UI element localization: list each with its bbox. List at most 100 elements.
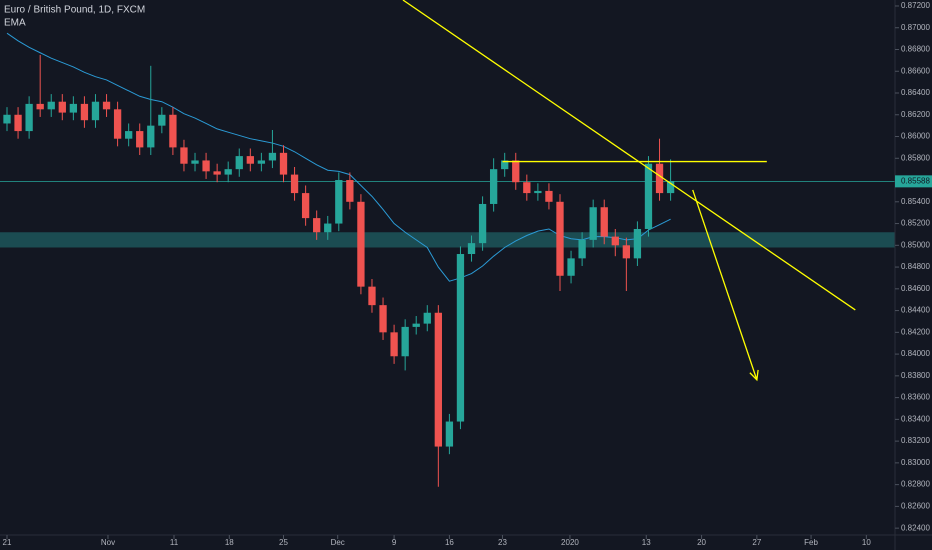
candle-body (489, 169, 498, 204)
y-tick-label: 0.86000 (901, 132, 930, 141)
candle-body (80, 103, 89, 121)
y-tick-label: 0.83800 (901, 371, 930, 380)
x-tick-label: 13 (642, 538, 651, 547)
indicator-label: EMA (4, 18, 26, 29)
plot (0, 0, 895, 487)
y-tick-label: 0.84000 (901, 349, 930, 358)
candle-body (158, 114, 166, 126)
candle-body (611, 236, 619, 246)
candle-body (268, 152, 277, 161)
candle-body (512, 160, 520, 183)
candle-body (235, 156, 243, 170)
candle-body (113, 109, 122, 139)
candle-body (633, 228, 642, 259)
y-tick-label: 0.82400 (901, 523, 930, 532)
candle-body (545, 190, 553, 202)
x-tick-label: 9 (392, 538, 397, 547)
candle-body (147, 125, 155, 148)
x-tick-label: Feb (804, 538, 818, 547)
candle-body (125, 131, 133, 139)
candle-body (390, 332, 398, 357)
candle-body (257, 160, 266, 164)
last-price-box (895, 175, 932, 188)
y-tick-label: 0.86400 (901, 88, 930, 97)
y-tick-label: 0.87200 (901, 1, 930, 10)
candle-body (445, 421, 454, 447)
candle-body (666, 181, 675, 194)
candle-body (589, 207, 597, 240)
candle-body (47, 101, 55, 110)
y-tick-label: 0.82800 (901, 480, 930, 489)
candle-body (478, 203, 487, 244)
candle-body (578, 239, 586, 259)
candle-body (346, 180, 354, 202)
candle-body (224, 169, 232, 175)
y-tick-label: 0.84400 (901, 306, 930, 315)
candle-body (412, 323, 420, 327)
support-zone (0, 232, 895, 248)
candle-body (213, 171, 221, 175)
last-price-label: 0.85588 (901, 176, 930, 185)
candle-body (567, 258, 575, 276)
candle-body (180, 147, 188, 164)
y-tick-label: 0.85400 (901, 197, 930, 206)
candle-body (25, 103, 33, 132)
candle-body (290, 174, 299, 194)
x-tick-label: 2020 (561, 538, 579, 547)
candle-body (467, 243, 476, 255)
x-tick-label: 10 (862, 538, 871, 547)
y-tick-label: 0.85800 (901, 153, 930, 162)
projection-arrow (692, 189, 758, 381)
x-tick-label: 23 (498, 538, 507, 547)
x-tick-label: 16 (445, 538, 454, 547)
y-tick-label: 0.85200 (901, 219, 930, 228)
candle-body (644, 163, 653, 229)
candle-body (191, 160, 199, 164)
x-tick-label: 18 (225, 538, 234, 547)
candle-body (246, 156, 254, 164)
y-tick-label: 0.84200 (901, 327, 930, 336)
x-tick-label: 27 (752, 538, 761, 547)
y-tick-label: 0.86800 (901, 45, 930, 54)
arrow-head (749, 369, 759, 382)
candle-body (335, 180, 343, 224)
x-tick-label: 25 (279, 538, 288, 547)
candle-body (534, 190, 542, 194)
candle-body (368, 286, 376, 306)
x-tick-label: 20 (697, 538, 706, 547)
x-tick-label: Nov (101, 538, 115, 547)
y-tick-label: 0.83400 (901, 414, 930, 423)
x-tick-label: Dec (331, 538, 345, 547)
candle-body (58, 101, 66, 113)
candle-body (600, 207, 608, 237)
candle-body (523, 182, 531, 194)
candle-body (91, 101, 100, 121)
candle-body (14, 114, 22, 132)
candle-body (169, 114, 177, 148)
candle-body (3, 114, 11, 124)
candle-body (324, 223, 332, 233)
candle-body (279, 152, 288, 175)
x-tick-label: 21 (3, 538, 12, 547)
candle-body (102, 101, 111, 110)
candle-body (301, 193, 310, 219)
y-tick-label: 0.83000 (901, 458, 930, 467)
candle-body (202, 160, 210, 172)
candle-body (136, 131, 144, 148)
y-tick-label: 0.86600 (901, 66, 930, 75)
y-tick-label: 0.83600 (901, 393, 930, 402)
y-tick-label: 0.86200 (901, 110, 930, 119)
candle-body (501, 160, 509, 170)
candle-body (36, 103, 44, 110)
candle-body (313, 218, 321, 233)
candle-body (456, 254, 465, 422)
y-tick-label: 0.83200 (901, 436, 930, 445)
candle-body (556, 201, 564, 276)
y-tick-label: 0.84600 (901, 284, 930, 293)
candle-body (423, 312, 431, 324)
trend-line (402, 0, 856, 311)
y-tick-label: 0.84800 (901, 262, 930, 271)
